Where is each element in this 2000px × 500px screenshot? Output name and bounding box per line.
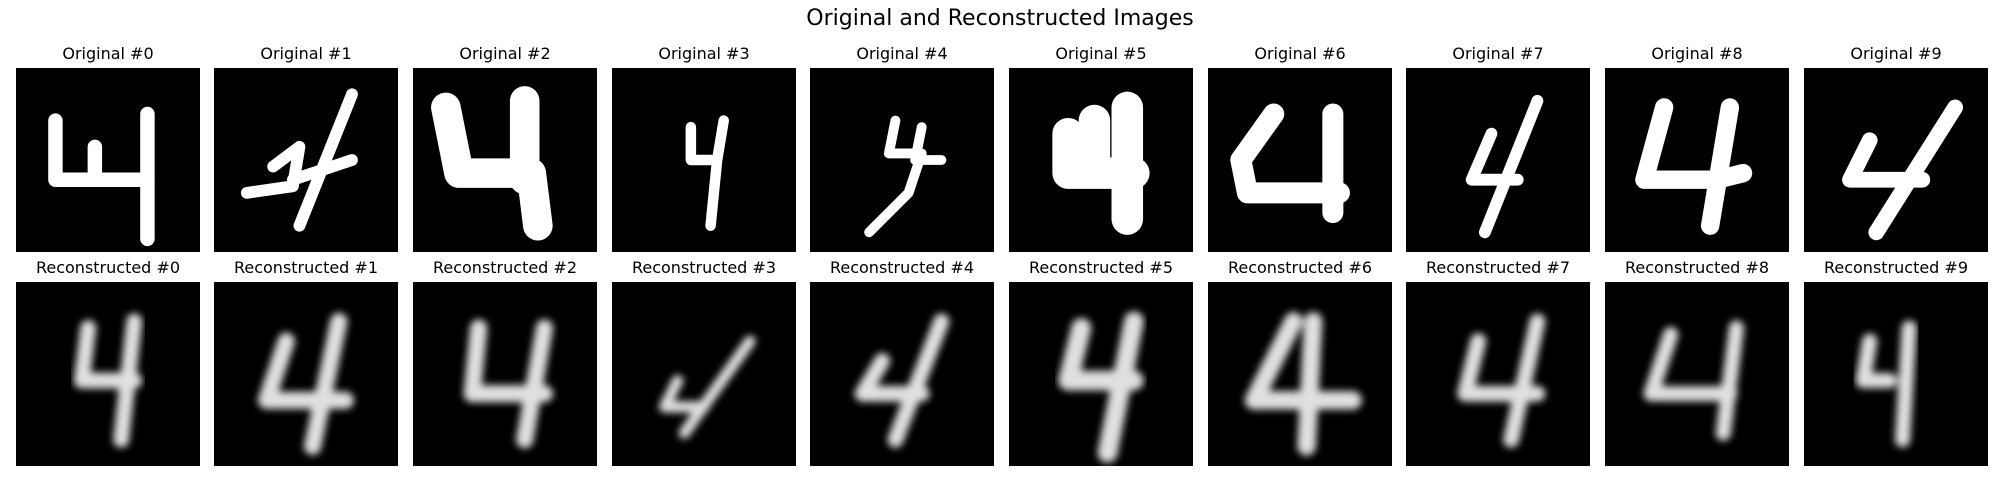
panel-title: Original #8 bbox=[1651, 44, 1743, 63]
panel-title: Reconstructed #4 bbox=[829, 258, 975, 277]
original-digit-image bbox=[1009, 68, 1193, 252]
panel-title: Reconstructed #7 bbox=[1425, 258, 1571, 277]
reconstructed-digit-image bbox=[1406, 282, 1590, 466]
figure-title: Original and Reconstructed Images bbox=[806, 6, 1194, 31]
panel-title: Original #9 bbox=[1850, 44, 1942, 63]
digit-stroke bbox=[431, 86, 553, 241]
reconstructed-digit-image bbox=[16, 282, 200, 466]
original-digit-image bbox=[413, 68, 597, 252]
digit-stroke bbox=[1457, 313, 1546, 448]
panel-title: Reconstructed #6 bbox=[1227, 258, 1373, 277]
reconstructed-digit-image bbox=[413, 282, 597, 466]
panel-title: Original #7 bbox=[1452, 44, 1544, 63]
original-digit-image bbox=[1804, 68, 1988, 252]
reconstructed-digit-image bbox=[612, 282, 796, 466]
original-digit-image bbox=[214, 68, 398, 252]
panel-title: Original #4 bbox=[856, 44, 948, 63]
digit-stroke bbox=[1855, 320, 1917, 448]
digit-stroke bbox=[73, 313, 143, 448]
digit-stroke bbox=[685, 115, 729, 231]
panel-title: Reconstructed #8 bbox=[1624, 258, 1770, 277]
reconstructed-digit-image bbox=[1208, 282, 1392, 466]
digit-stroke bbox=[48, 106, 155, 247]
original-digit-image bbox=[1406, 68, 1590, 252]
reconstructed-digit-image bbox=[1605, 282, 1789, 466]
original-digit-image bbox=[16, 68, 200, 252]
digit-stroke bbox=[1643, 320, 1744, 441]
digit-stroke bbox=[1465, 94, 1544, 239]
panel-title: Original #2 bbox=[459, 44, 551, 63]
panel-title: Reconstructed #0 bbox=[35, 258, 181, 277]
digit-stroke bbox=[864, 115, 947, 238]
panel-title: Original #3 bbox=[658, 44, 750, 63]
original-digit-image bbox=[1605, 68, 1789, 252]
panel-title: Reconstructed #5 bbox=[1028, 258, 1174, 277]
panel-title: Reconstructed #3 bbox=[631, 258, 777, 277]
panel-title: Original #5 bbox=[1055, 44, 1147, 63]
reconstructed-digit-image bbox=[810, 282, 994, 466]
digit-stroke bbox=[1842, 99, 1964, 241]
original-digit-image bbox=[612, 68, 796, 252]
digit-stroke bbox=[854, 313, 950, 448]
digit-stroke bbox=[463, 319, 553, 449]
digit-stroke bbox=[658, 335, 756, 439]
panel-title: Reconstructed #1 bbox=[233, 258, 379, 277]
digit-stroke bbox=[1635, 98, 1753, 235]
digit-stroke bbox=[1230, 103, 1350, 224]
digit-stroke bbox=[1058, 311, 1144, 463]
original-digit-image bbox=[810, 68, 994, 252]
panel-title: Reconstructed #2 bbox=[432, 258, 578, 277]
panel-title: Original #6 bbox=[1254, 44, 1346, 63]
digit-stroke bbox=[240, 88, 358, 232]
digit-stroke bbox=[1052, 91, 1150, 235]
panel-title: Original #1 bbox=[260, 44, 352, 63]
reconstructed-digit-image bbox=[214, 282, 398, 466]
digit-stroke bbox=[258, 312, 354, 455]
digit-stroke bbox=[1244, 312, 1362, 456]
panel-title: Original #0 bbox=[62, 44, 154, 63]
reconstructed-digit-image bbox=[1804, 282, 1988, 466]
original-digit-image bbox=[1208, 68, 1392, 252]
panel-title: Reconstructed #9 bbox=[1823, 258, 1969, 277]
reconstructed-digit-image bbox=[1009, 282, 1193, 466]
